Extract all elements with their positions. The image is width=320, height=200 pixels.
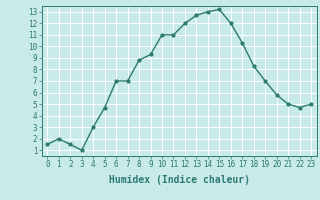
X-axis label: Humidex (Indice chaleur): Humidex (Indice chaleur)	[109, 175, 250, 185]
